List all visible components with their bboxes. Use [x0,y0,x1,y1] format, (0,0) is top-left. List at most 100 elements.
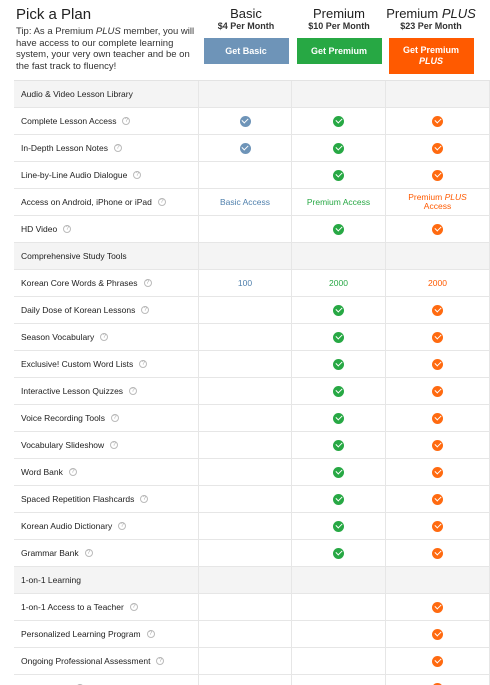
feature-row: Assignments? [14,675,490,685]
empty-cell [199,567,292,593]
plus-value-cell [386,540,490,566]
feature-row: Vocabulary Slideshow? [14,432,490,459]
feature-name-cell: Assignments? [14,675,199,685]
check-icon [432,466,443,478]
help-icon[interactable]: ? [139,360,148,368]
check-icon [333,115,344,127]
section-label: 1-on-1 Learning [21,575,82,585]
basic-value-cell [199,108,292,134]
help-icon[interactable]: ? [141,306,150,314]
help-icon[interactable]: ? [100,333,109,341]
check-icon [333,466,344,478]
feature-name-cell: Grammar Bank? [14,540,199,566]
premium-value-cell [292,351,386,377]
value-text: 2000 [329,278,348,288]
feature-row: Ongoing Professional Assessment? [14,648,490,675]
plus-value-cell [386,486,490,512]
access-label-line2: Access [423,201,452,211]
help-icon[interactable]: ? [143,279,152,287]
plan-name: Premium [312,6,365,21]
premium-value-cell: Premium Access [292,189,386,215]
feature-name-cell: HD Video? [14,216,199,242]
help-icon[interactable]: ? [118,522,127,530]
check-icon [333,412,344,424]
feature-name-cell: Exclusive! Custom Word Lists? [14,351,199,377]
feature-row: Spaced Repetition Flashcards? [14,486,490,513]
check-icon [432,682,443,685]
check-icon [333,547,344,559]
section-title: Comprehensive Study Tools [14,243,199,269]
feature-row: In-Depth Lesson Notes? [14,135,490,162]
help-icon[interactable]: ? [129,387,138,395]
basic-value-cell [199,675,292,685]
premium-value-cell [292,162,386,188]
help-icon[interactable]: ? [133,171,142,179]
premium-value-cell [292,621,386,647]
plus-value-cell [386,459,490,485]
check-icon [432,493,443,505]
feature-row: Interactive Lesson Quizzes? [14,378,490,405]
get-premium-plus-button[interactable]: Get Premium PLUS [388,38,474,74]
help-icon[interactable]: ? [63,225,72,233]
help-icon[interactable]: ? [84,549,93,557]
feature-row: Korean Core Words & Phrases? 100 2000 2000 [14,270,490,297]
help-icon[interactable]: ? [122,117,131,125]
plan-basic: Basic $4 Per Month Get Basic [199,6,293,64]
plan-header: Pick a Plan Tip: As a Premium PLUS membe… [0,0,490,80]
feature-label: 1-on-1 Access to a Teacher [21,602,124,612]
check-icon [432,331,443,343]
section-label: Comprehensive Study Tools [21,251,127,261]
help-icon[interactable]: ? [157,198,166,206]
empty-cell [292,567,386,593]
get-premium-button[interactable]: Get Premium [296,38,382,64]
basic-value-cell [199,621,292,647]
plus-value-cell [386,324,490,350]
get-basic-button[interactable]: Get Basic [203,38,289,64]
section-header-row: Comprehensive Study Tools [14,243,490,270]
feature-label: Korean Core Words & Phrases [21,278,138,288]
help-icon[interactable]: ? [113,144,122,152]
feature-row: Personalized Learning Program? [14,621,490,648]
basic-value-cell [199,297,292,323]
check-icon [333,358,344,370]
plus-value-cell [386,297,490,323]
feature-row: Complete Lesson Access? [14,108,490,135]
premium-value-cell [292,675,386,685]
feature-name-cell: Vocabulary Slideshow? [14,432,199,458]
feature-label: Exclusive! Custom Word Lists [21,359,134,369]
premium-value-cell [292,378,386,404]
help-icon[interactable]: ? [129,603,138,611]
plus-value-cell [386,378,490,404]
check-icon [432,358,443,370]
help-icon[interactable]: ? [146,630,155,638]
feature-label: Spaced Repetition Flashcards [21,494,135,504]
feature-row: Korean Audio Dictionary? [14,513,490,540]
plus-value-cell [386,135,490,161]
feature-label: In-Depth Lesson Notes [21,143,108,153]
check-icon [432,655,443,667]
basic-value-cell [199,594,292,620]
feature-name-cell: 1-on-1 Access to a Teacher? [14,594,199,620]
premium-value-cell [292,432,386,458]
check-icon [333,331,344,343]
help-icon[interactable]: ? [110,441,119,449]
value-text: Basic Access [219,197,271,207]
check-icon [432,142,443,154]
check-icon [432,304,443,316]
empty-cell [386,81,490,107]
feature-label: Ongoing Professional Assessment [21,656,151,666]
help-icon[interactable]: ? [140,495,149,503]
plus-value-cell: 2000 [386,270,490,296]
help-icon[interactable]: ? [68,468,77,476]
feature-label: Word Bank [21,467,63,477]
help-icon[interactable]: ? [110,414,119,422]
plan-name: Basic [230,6,262,21]
help-icon[interactable]: ? [156,657,165,665]
feature-name-cell: Complete Lesson Access? [14,108,199,134]
plus-value-cell [386,216,490,242]
plus-value-cell [386,621,490,647]
access-label-main: Premium [408,192,445,202]
premium-value-cell [292,540,386,566]
feature-name-cell: Daily Dose of Korean Lessons? [14,297,199,323]
premium-value-cell [292,297,386,323]
